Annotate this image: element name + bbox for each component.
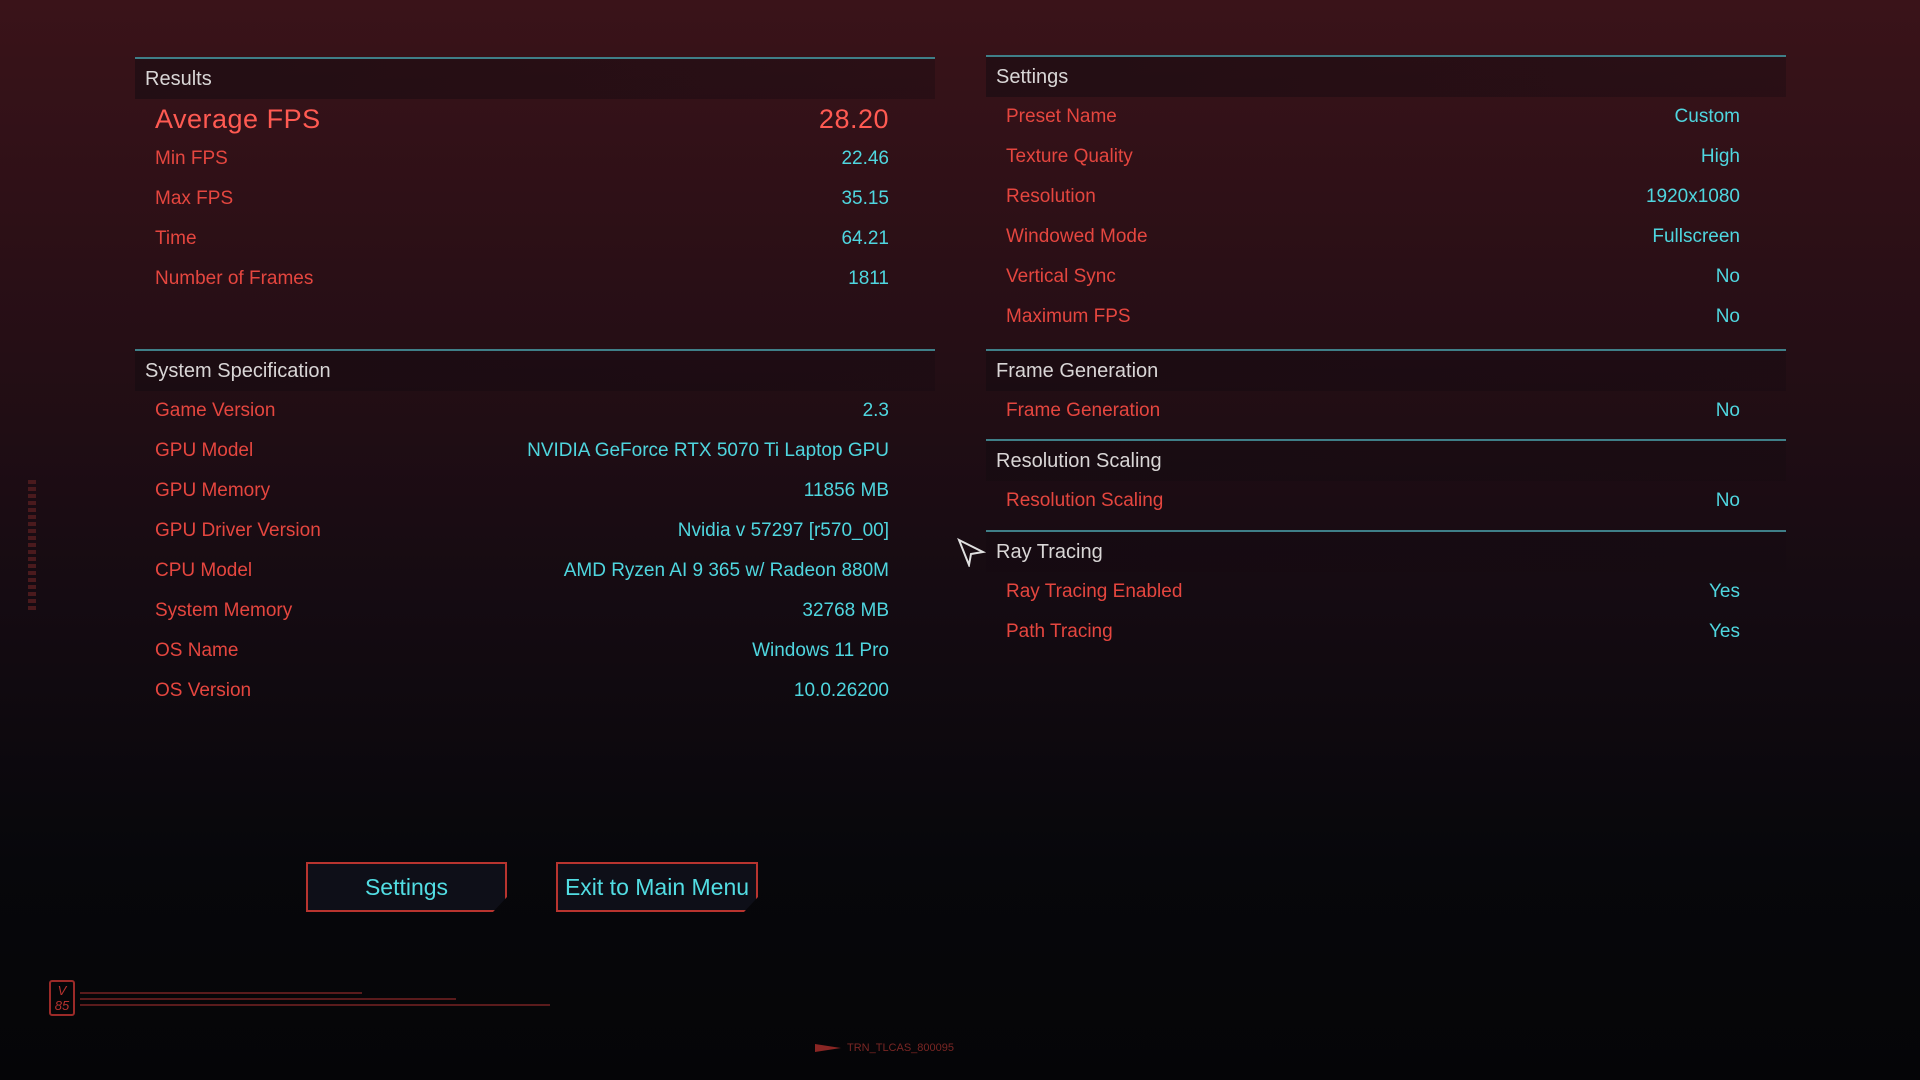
row-value: 2.3 <box>862 400 889 421</box>
row-label: Ray Tracing Enabled <box>1006 581 1183 602</box>
version-badge: V 85 <box>49 980 75 1016</box>
row-label: Texture Quality <box>1006 146 1133 167</box>
info-row: Number of Frames 1811 <box>135 259 935 299</box>
info-row: Texture Quality High <box>986 137 1786 177</box>
row-label: System Memory <box>155 600 293 621</box>
info-row: OS Version 10.0.26200 <box>135 671 935 711</box>
settings-section: Settings Preset Name Custom Texture Qualit… <box>986 55 1786 349</box>
row-value: NVIDIA GeForce RTX 5070 Ti Laptop GPU <box>527 440 889 461</box>
row-value: 1811 <box>848 268 889 289</box>
right-panel: Settings Preset Name Custom Texture Qualit… <box>986 55 1786 652</box>
row-label: Preset Name <box>1006 106 1117 127</box>
resolution-scaling-section: Resolution Scaling Resolution Scaling No <box>986 439 1786 530</box>
row-value: 1920x1080 <box>1645 186 1740 207</box>
info-row: System Memory 32768 MB <box>135 591 935 631</box>
row-label: OS Version <box>155 680 252 701</box>
row-label: Vertical Sync <box>1006 266 1116 287</box>
row-value: 11856 MB <box>803 480 889 501</box>
system-spec-section: System Specification Game Version 2.3 GPU … <box>135 349 935 711</box>
row-label: Resolution Scaling <box>1006 490 1164 511</box>
left-panel: Results Average FPS 28.20 Min FPS 22.46 Ma… <box>135 57 935 711</box>
row-label: OS Name <box>155 640 239 661</box>
ray-tracing-section: Ray Tracing Ray Tracing Enabled Yes Path T… <box>986 530 1786 652</box>
info-row: Vertical Sync No <box>986 257 1786 297</box>
row-label: Average FPS <box>155 103 321 134</box>
settings-button[interactable]: Settings <box>306 862 507 912</box>
legal-fine-print <box>80 988 550 1010</box>
row-label: Windowed Mode <box>1006 226 1148 247</box>
info-row: Max FPS 35.15 <box>135 179 935 219</box>
build-code-text: TRN_TLCAS_800095 <box>847 1042 955 1054</box>
frame-generation-section: Frame Generation Frame Generation No <box>986 349 1786 439</box>
info-row: Min FPS 22.46 <box>135 139 935 179</box>
row-label: Number of Frames <box>155 268 314 289</box>
info-row: GPU Driver Version Nvidia v 57297 [r570_0… <box>135 511 935 551</box>
results-section: Results Average FPS 28.20 Min FPS 22.46 Ma… <box>135 57 935 349</box>
info-row: Resolution 1920x1080 <box>986 177 1786 217</box>
resolution-scaling-header: Resolution Scaling <box>986 441 1786 481</box>
row-label: Frame Generation <box>1006 400 1161 421</box>
row-label: CPU Model <box>155 560 253 581</box>
info-row: Maximum FPS No <box>986 297 1786 337</box>
info-row: Preset Name Custom <box>986 97 1786 137</box>
row-value: High <box>1700 146 1740 167</box>
ray-tracing-header: Ray Tracing <box>986 532 1786 572</box>
row-value: Nvidia v 57297 [r570_00] <box>677 520 889 541</box>
build-code: TRN_TLCAS_800095 <box>815 1042 954 1054</box>
arrow-icon <box>815 1044 841 1052</box>
row-value: No <box>1715 266 1740 287</box>
row-value: No <box>1715 306 1740 327</box>
exit-to-main-menu-button[interactable]: Exit to Main Menu <box>556 862 758 912</box>
row-value: 35.15 <box>841 188 889 209</box>
row-label: Min FPS <box>155 148 228 169</box>
info-row: Game Version 2.3 <box>135 391 935 431</box>
info-row: GPU Memory 11856 MB <box>135 471 935 511</box>
row-value: Fullscreen <box>1652 226 1740 247</box>
info-row: Ray Tracing Enabled Yes <box>986 572 1786 612</box>
row-value: 28.20 <box>818 103 889 134</box>
info-row: Path Tracing Yes <box>986 612 1786 652</box>
row-value: Yes <box>1709 621 1740 642</box>
vertical-decor-text <box>28 480 36 610</box>
row-label: Resolution <box>1006 186 1096 207</box>
row-value: Yes <box>1709 581 1740 602</box>
info-row: OS Name Windows 11 Pro <box>135 631 935 671</box>
row-label: Game Version <box>155 400 276 421</box>
settings-header: Settings <box>986 57 1786 97</box>
results-header: Results <box>135 59 935 99</box>
row-value: AMD Ryzen AI 9 365 w/ Radeon 880M <box>563 560 889 581</box>
row-value: 22.46 <box>841 148 889 169</box>
average-fps-row: Average FPS 28.20 <box>135 99 935 139</box>
info-row: Time 64.21 <box>135 219 935 259</box>
row-value: 10.0.26200 <box>793 680 889 701</box>
info-row: CPU Model AMD Ryzen AI 9 365 w/ Radeon 88… <box>135 551 935 591</box>
row-value: 64.21 <box>841 228 889 249</box>
info-row: Windowed Mode Fullscreen <box>986 217 1786 257</box>
row-value: 32768 MB <box>802 600 889 621</box>
badge-top: V <box>57 983 67 998</box>
row-value: Custom <box>1674 106 1740 127</box>
row-label: GPU Model <box>155 440 254 461</box>
row-label: Maximum FPS <box>1006 306 1131 327</box>
row-label: GPU Memory <box>155 480 271 501</box>
badge-bottom: 85 <box>54 998 70 1013</box>
frame-generation-header: Frame Generation <box>986 351 1786 391</box>
row-value: No <box>1715 490 1740 511</box>
info-row: Frame Generation No <box>986 391 1786 431</box>
info-row: GPU Model NVIDIA GeForce RTX 5070 Ti Lapt… <box>135 431 935 471</box>
system-spec-header: System Specification <box>135 351 935 391</box>
row-label: Time <box>155 228 197 249</box>
row-value: No <box>1715 400 1740 421</box>
row-label: Max FPS <box>155 188 234 209</box>
row-label: GPU Driver Version <box>155 520 321 541</box>
row-label: Path Tracing <box>1006 621 1113 642</box>
mouse-cursor-icon <box>957 537 986 567</box>
info-row: Resolution Scaling No <box>986 481 1786 521</box>
row-value: Windows 11 Pro <box>752 640 889 661</box>
